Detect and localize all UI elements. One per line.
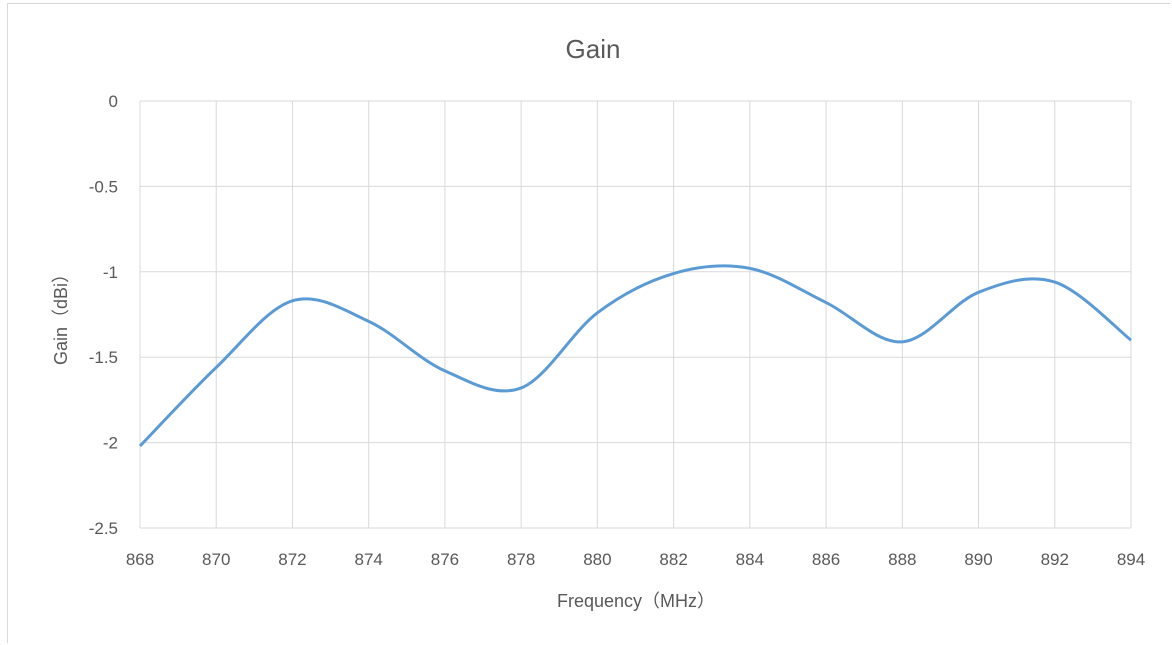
- x-tick-label: 890: [964, 550, 992, 569]
- x-tick-labels: 868 870 872 874 876 878 880 882 884 886 888 890 892 8…: [126, 550, 1145, 569]
- x-tick-label: 876: [431, 550, 459, 569]
- y-tick-label: 0: [109, 92, 118, 111]
- chart-title: Gain: [566, 34, 621, 64]
- x-tick-label: 868: [126, 550, 154, 569]
- x-tick-label: 874: [355, 550, 383, 569]
- y-tick-labels: 0 -0.5 -1 -1.5 -2 -2.5: [89, 92, 118, 538]
- x-tick-label: 886: [812, 550, 840, 569]
- x-tick-label: 894: [1117, 550, 1145, 569]
- x-tick-label: 888: [888, 550, 916, 569]
- chart-frame: [7, 3, 1170, 643]
- y-tick-label: -1.5: [89, 348, 118, 367]
- y-axis-label: Gain（dBi）: [51, 265, 71, 365]
- x-tick-label: 870: [202, 550, 230, 569]
- y-tick-label: -2.5: [89, 519, 118, 538]
- x-tick-label: 872: [278, 550, 306, 569]
- x-tick-label: 884: [736, 550, 764, 569]
- y-tick-label: -0.5: [89, 177, 118, 196]
- x-tick-label: 892: [1041, 550, 1069, 569]
- chart-grid: [139, 100, 1132, 529]
- x-tick-label: 882: [659, 550, 687, 569]
- x-tick-label: 880: [583, 550, 611, 569]
- y-tick-label: -2: [103, 434, 118, 453]
- x-tick-label: 878: [507, 550, 535, 569]
- gain-series-line: [138, 264, 1132, 448]
- x-axis-label: Frequency（MHz）: [557, 591, 715, 611]
- y-tick-label: -1: [103, 263, 118, 282]
